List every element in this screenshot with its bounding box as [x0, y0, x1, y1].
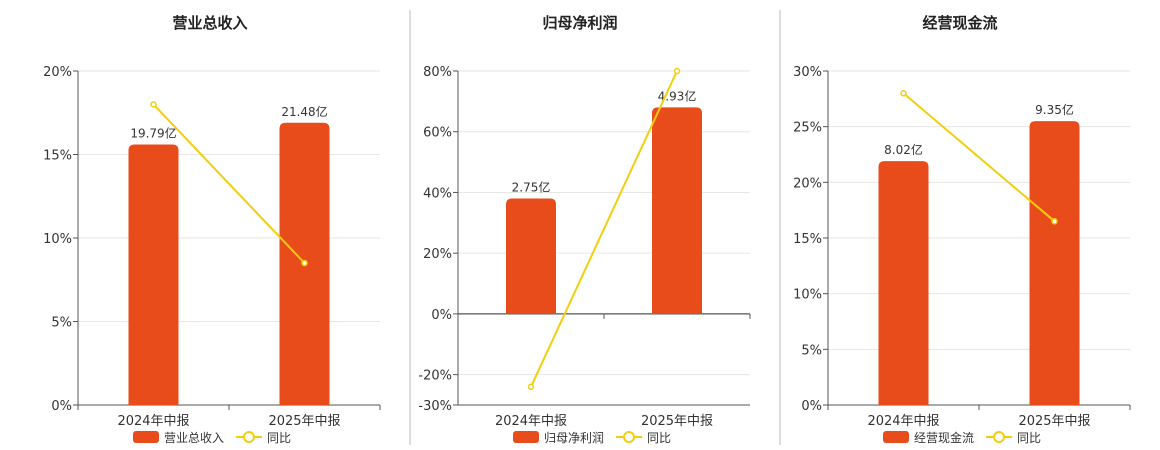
- x-category-label: 2024年中报: [495, 414, 567, 429]
- bar-data-label: 8.02亿: [884, 142, 923, 157]
- yoy-line: [902, 92, 1056, 223]
- chart-panel-1: 营业总收入 0% 5% 10% 15% 20% 19.79亿 2024年中报 21.48亿 202…: [43, 14, 381, 445]
- x-category-label: 2025年中报: [641, 414, 713, 429]
- bar-data-label: 21.48亿: [281, 104, 327, 119]
- y-tick-label: 30%: [793, 65, 822, 80]
- yoy-point: [301, 259, 308, 267]
- bar: [128, 144, 179, 406]
- x-category-label: 2025年中报: [1018, 414, 1090, 429]
- bar: [506, 198, 556, 314]
- bar-data-label: 2.75亿: [512, 180, 551, 195]
- bar: [878, 161, 929, 405]
- legend-line-marker: [623, 431, 635, 443]
- yoy-line: [530, 70, 678, 388]
- y-tick-label: 0%: [801, 399, 822, 414]
- bar: [652, 107, 702, 314]
- yoy-line: [152, 103, 306, 264]
- y-tick-label: 0%: [431, 308, 452, 323]
- x-category-label: 2024年中报: [867, 414, 939, 429]
- yoy-point: [527, 383, 535, 391]
- y-tick-label: 40%: [423, 186, 452, 201]
- y-tick-label: -20%: [418, 369, 452, 384]
- x-category-label: 2025年中报: [268, 414, 340, 429]
- chart-title: 经营现金流: [922, 14, 997, 32]
- legend-line-marker: [993, 431, 1005, 443]
- y-tick-label: 0%: [51, 399, 72, 414]
- legend-line-label: 同比: [267, 431, 291, 445]
- y-tick-label: 20%: [43, 65, 72, 80]
- y-tick-label: 5%: [801, 343, 822, 358]
- chart-title: 营业总收入: [172, 14, 247, 32]
- bar-data-label: 19.79亿: [130, 125, 176, 140]
- bar-data-label: 9.35亿: [1035, 102, 1074, 117]
- y-tick-label: 10%: [43, 232, 72, 247]
- yoy-point: [1051, 218, 1058, 225]
- legend-bar-label: 归母净利润: [544, 431, 604, 445]
- legend-bar-swatch: [883, 431, 909, 443]
- y-tick-label: 10%: [793, 288, 822, 303]
- yoy-point: [150, 101, 157, 108]
- legend-line-label: 同比: [647, 431, 671, 445]
- bar: [1029, 121, 1080, 405]
- legend-bar-swatch: [513, 431, 539, 443]
- chart-title: 归母净利润: [542, 14, 617, 32]
- y-tick-label: 15%: [793, 232, 822, 247]
- yoy-point: [673, 67, 681, 75]
- y-tick-label: 20%: [793, 176, 822, 191]
- y-tick-label: 5%: [51, 316, 72, 331]
- legend-bar-swatch: [133, 431, 159, 443]
- y-tick-label: 20%: [423, 247, 452, 262]
- y-tick-label: 60%: [423, 126, 452, 141]
- legend-line-marker: [243, 431, 255, 443]
- y-tick-label: 80%: [423, 65, 452, 80]
- legend-line-label: 同比: [1017, 431, 1041, 445]
- yoy-point: [900, 90, 907, 97]
- legend-bar-label: 经营现金流: [914, 430, 974, 445]
- x-category-label: 2024年中报: [117, 414, 189, 429]
- y-tick-label: -30%: [418, 399, 452, 414]
- y-tick-label: 25%: [793, 121, 822, 136]
- chart-panel-3: 经营现金流 0% 5% 10% 15% 20% 25% 30% 8.02亿 2024年中报 9.35…: [793, 14, 1131, 445]
- legend-bar-label: 营业总收入: [164, 431, 224, 445]
- y-tick-label: 15%: [43, 149, 72, 164]
- chart-panel-2: 归母净利润-30%-20%0%20%40%60%80%2.75亿2024年中报4…: [418, 14, 751, 445]
